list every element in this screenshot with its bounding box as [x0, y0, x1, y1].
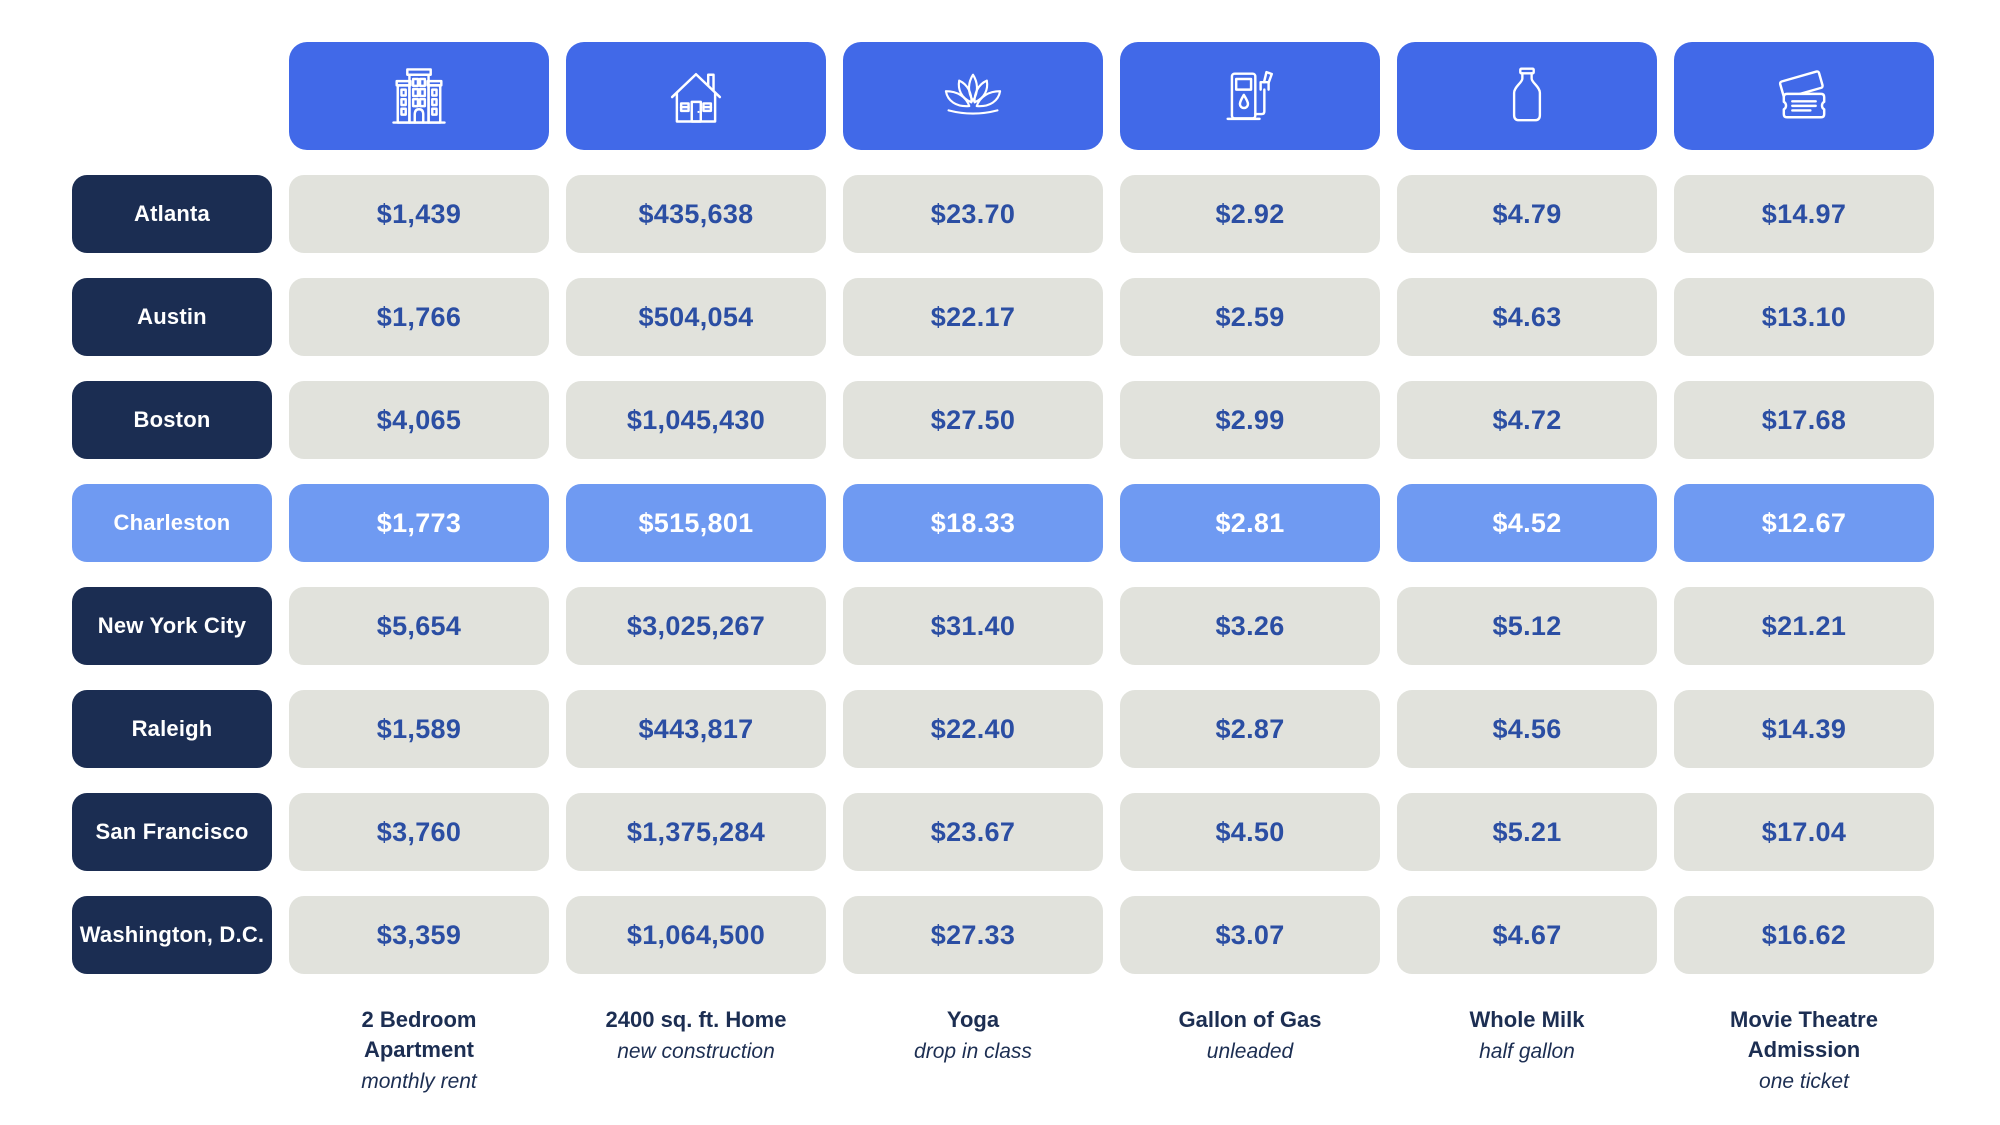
city-label-charleston: Charleston — [72, 484, 272, 562]
value-cell: $22.40 — [843, 690, 1103, 768]
value-cell: $14.39 — [1674, 690, 1934, 768]
value-cell: $17.04 — [1674, 793, 1934, 871]
column-header-gas — [1120, 42, 1380, 150]
value-cell: $1,766 — [289, 278, 549, 356]
column-footnote-yoga: Yoga drop in class — [843, 999, 1103, 1097]
value-cell: $5,654 — [289, 587, 549, 665]
value-cell: $4.79 — [1397, 175, 1657, 253]
value-cell: $5.12 — [1397, 587, 1657, 665]
value-cell-highlighted: $4.52 — [1397, 484, 1657, 562]
value-cell: $13.10 — [1674, 278, 1934, 356]
column-header-home — [566, 42, 826, 150]
value-cell: $2.92 — [1120, 175, 1380, 253]
column-footnote-milk: Whole Milk half gallon — [1397, 999, 1657, 1097]
gas-pump-icon — [1226, 70, 1274, 121]
value-cell: $435,638 — [566, 175, 826, 253]
value-cell: $4,065 — [289, 381, 549, 459]
value-cell: $2.87 — [1120, 690, 1380, 768]
column-footnote-movie: Movie Theatre Admission one ticket — [1674, 999, 1934, 1097]
value-cell-highlighted: $12.67 — [1674, 484, 1934, 562]
value-cell: $31.40 — [843, 587, 1103, 665]
footer-spacer — [72, 999, 272, 1097]
value-cell: $1,064,500 — [566, 896, 826, 974]
value-cell: $4.67 — [1397, 896, 1657, 974]
value-cell-highlighted: $515,801 — [566, 484, 826, 562]
value-cell: $3.26 — [1120, 587, 1380, 665]
column-header-apartment — [289, 42, 549, 150]
value-cell: $1,045,430 — [566, 381, 826, 459]
column-title: Yoga — [946, 1007, 1000, 1032]
value-cell: $4.72 — [1397, 381, 1657, 459]
column-subtitle: monthly rent — [361, 1070, 477, 1093]
column-subtitle: drop in class — [914, 1040, 1032, 1063]
column-title: Movie Theatre Admission — [1730, 1007, 1878, 1062]
value-cell: $27.33 — [843, 896, 1103, 974]
value-cell: $17.68 — [1674, 381, 1934, 459]
column-title: 2 Bedroom Apartment — [361, 1007, 477, 1062]
value-cell: $2.59 — [1120, 278, 1380, 356]
column-header-milk — [1397, 42, 1657, 150]
value-cell: $23.67 — [843, 793, 1103, 871]
value-cell: $16.62 — [1674, 896, 1934, 974]
house-icon — [670, 72, 722, 123]
value-cell: $4.50 — [1120, 793, 1380, 871]
column-subtitle: new construction — [617, 1040, 775, 1063]
apartment-building-icon — [392, 68, 446, 124]
value-cell: $4.56 — [1397, 690, 1657, 768]
column-subtitle: one ticket — [1759, 1070, 1849, 1093]
column-title: 2400 sq. ft. Home — [605, 1007, 787, 1032]
value-cell: $1,439 — [289, 175, 549, 253]
column-footnote-home: 2400 sq. ft. Home new construction — [566, 999, 826, 1097]
value-cell: $3.07 — [1120, 896, 1380, 974]
city-label-boston: Boston — [72, 381, 272, 459]
city-label-atlanta: Atlanta — [72, 175, 272, 253]
value-cell: $4.63 — [1397, 278, 1657, 356]
column-subtitle: unleaded — [1206, 1040, 1294, 1063]
movie-tickets-icon — [1778, 70, 1826, 119]
value-cell: $504,054 — [566, 278, 826, 356]
value-cell: $22.17 — [843, 278, 1103, 356]
value-cell: $3,025,267 — [566, 587, 826, 665]
value-cell: $21.21 — [1674, 587, 1934, 665]
city-label-washington-dc: Washington, D.C. — [72, 896, 272, 974]
column-title: Gallon of Gas — [1178, 1007, 1322, 1032]
value-cell: $443,817 — [566, 690, 826, 768]
column-footnote-gas: Gallon of Gas unleaded — [1120, 999, 1380, 1097]
column-footnote-apartment: 2 Bedroom Apartment monthly rent — [289, 999, 549, 1097]
value-cell-highlighted: $18.33 — [843, 484, 1103, 562]
milk-bottle-icon — [1512, 67, 1542, 122]
value-cell: $14.97 — [1674, 175, 1934, 253]
column-header-movie — [1674, 42, 1934, 150]
value-cell: $2.99 — [1120, 381, 1380, 459]
value-cell: $27.50 — [843, 381, 1103, 459]
value-cell-highlighted: $1,773 — [289, 484, 549, 562]
cost-of-living-table: Atlanta $1,439 $435,638 $23.70 $2.92 $4.… — [72, 42, 1934, 1097]
value-cell: $1,375,284 — [566, 793, 826, 871]
value-cell: $5.21 — [1397, 793, 1657, 871]
value-cell: $3,359 — [289, 896, 549, 974]
city-label-austin: Austin — [72, 278, 272, 356]
column-title: Whole Milk — [1469, 1007, 1585, 1032]
city-label-new-york-city: New York City — [72, 587, 272, 665]
value-cell: $23.70 — [843, 175, 1103, 253]
column-header-yoga — [843, 42, 1103, 150]
lotus-icon — [944, 73, 1002, 115]
header-spacer — [72, 42, 272, 150]
value-cell-highlighted: $2.81 — [1120, 484, 1380, 562]
value-cell: $1,589 — [289, 690, 549, 768]
column-subtitle: half gallon — [1479, 1040, 1575, 1063]
city-label-san-francisco: San Francisco — [72, 793, 272, 871]
city-label-raleigh: Raleigh — [72, 690, 272, 768]
value-cell: $3,760 — [289, 793, 549, 871]
